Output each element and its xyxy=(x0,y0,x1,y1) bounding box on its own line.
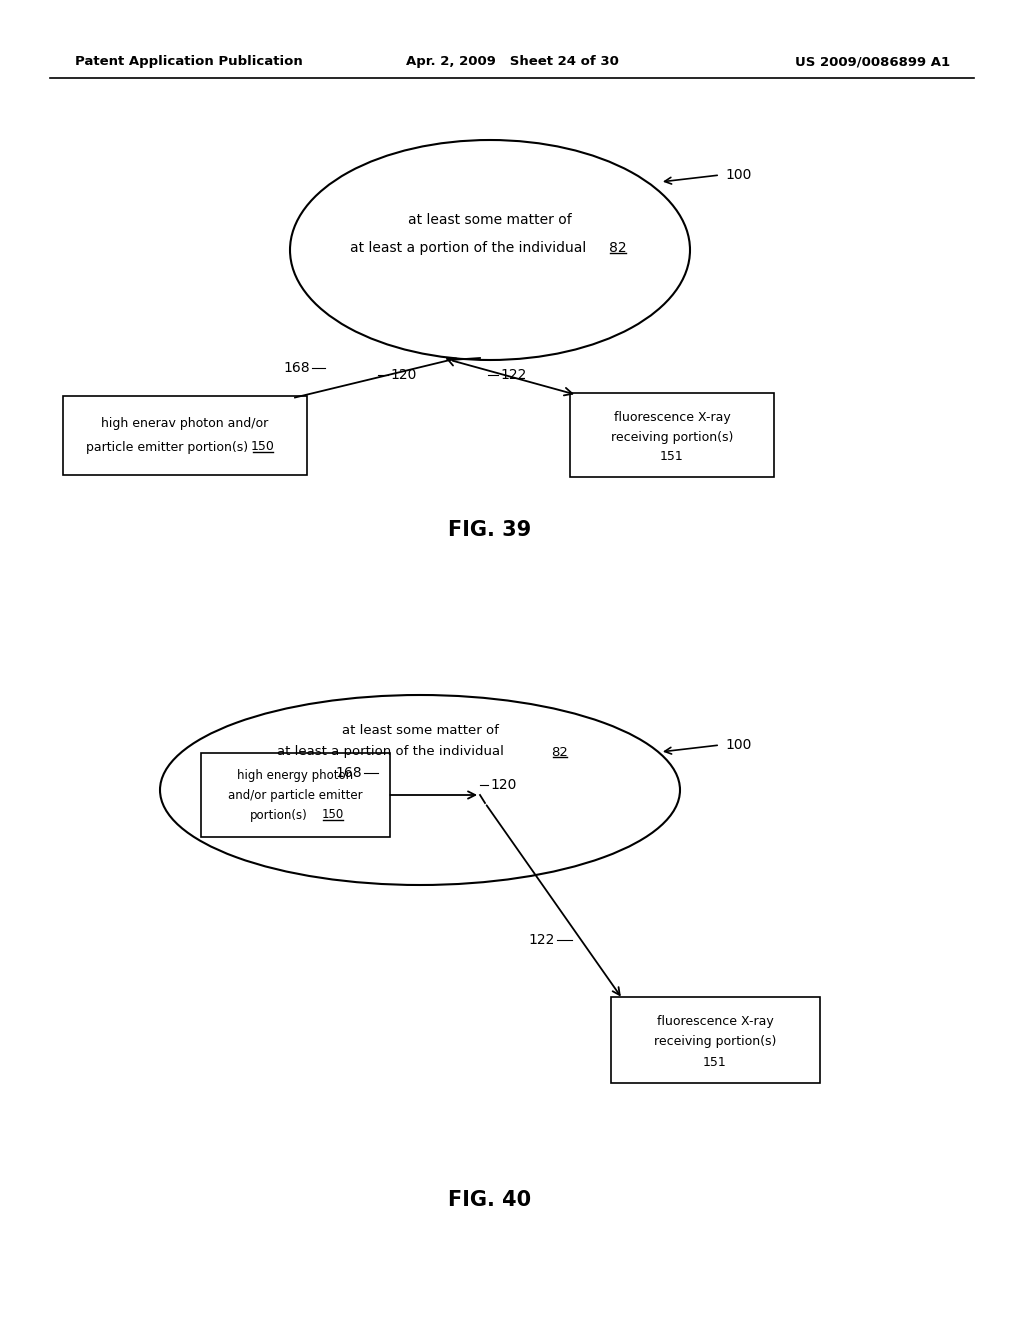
Text: at least some matter of: at least some matter of xyxy=(342,723,499,737)
Text: 168: 168 xyxy=(284,360,310,375)
Text: fluorescence X-ray: fluorescence X-ray xyxy=(613,411,730,424)
Text: FIG. 40: FIG. 40 xyxy=(449,1191,531,1210)
Text: portion(s): portion(s) xyxy=(250,808,308,821)
Text: 120: 120 xyxy=(390,368,417,381)
Text: 100: 100 xyxy=(725,168,752,182)
Text: 151: 151 xyxy=(703,1056,727,1068)
Text: at least a portion of the individual: at least a portion of the individual xyxy=(350,242,586,255)
Text: at least some matter of: at least some matter of xyxy=(409,213,571,227)
FancyBboxPatch shape xyxy=(610,997,819,1082)
Text: 151: 151 xyxy=(660,450,684,463)
Text: 82: 82 xyxy=(609,242,627,255)
Text: fluorescence X-ray: fluorescence X-ray xyxy=(656,1015,773,1028)
FancyBboxPatch shape xyxy=(570,393,774,477)
Text: 120: 120 xyxy=(490,777,516,792)
Text: 150: 150 xyxy=(322,808,344,821)
Text: 122: 122 xyxy=(500,368,526,381)
Text: Patent Application Publication: Patent Application Publication xyxy=(75,55,303,69)
Text: and/or particle emitter: and/or particle emitter xyxy=(227,788,362,801)
Text: high enerav photon and/or: high enerav photon and/or xyxy=(101,417,268,429)
Text: FIG. 39: FIG. 39 xyxy=(449,520,531,540)
Text: at least a portion of the individual: at least a portion of the individual xyxy=(276,746,504,759)
Text: particle emitter portion(s): particle emitter portion(s) xyxy=(86,441,248,454)
Text: 150: 150 xyxy=(251,441,274,454)
Text: 100: 100 xyxy=(725,738,752,752)
FancyBboxPatch shape xyxy=(63,396,307,474)
Text: receiving portion(s): receiving portion(s) xyxy=(653,1035,776,1048)
Text: 168: 168 xyxy=(336,766,362,780)
Text: US 2009/0086899 A1: US 2009/0086899 A1 xyxy=(795,55,950,69)
FancyBboxPatch shape xyxy=(201,752,389,837)
Text: high energy photon: high energy photon xyxy=(237,768,353,781)
Text: Apr. 2, 2009   Sheet 24 of 30: Apr. 2, 2009 Sheet 24 of 30 xyxy=(406,55,618,69)
Text: 82: 82 xyxy=(552,746,568,759)
Text: receiving portion(s): receiving portion(s) xyxy=(610,430,733,444)
Text: 122: 122 xyxy=(528,933,555,946)
